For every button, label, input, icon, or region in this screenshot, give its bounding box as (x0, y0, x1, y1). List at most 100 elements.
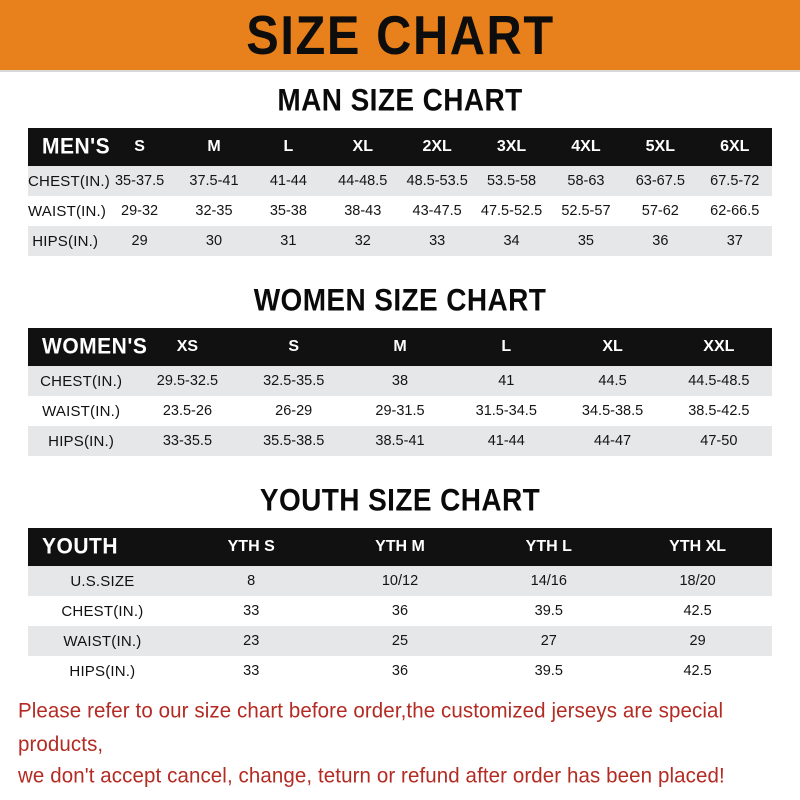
youth-section-title: YOUTH SIZE CHART (259, 481, 541, 518)
footer-line-2: we don't accept cancel, change, teturn o… (18, 762, 725, 788)
women-chest-s: 32.5-35.5 (263, 373, 325, 389)
men-row-label-hips: HIPS(IN.) (32, 232, 99, 250)
youth-table-body: U.S.SIZE 8 10/12 14/16 18/20 CHEST(IN.) … (28, 566, 772, 686)
youth-hips-m: 36 (391, 663, 409, 679)
youth-waist-l: 27 (540, 633, 557, 649)
women-hips-l: 41-44 (487, 433, 525, 449)
table-row: WAIST(IN.) 29-32 32-35 35-38 38-43 43-47… (28, 196, 772, 226)
women-col-l: L (501, 338, 512, 355)
men-col-5xl: 5XL (645, 138, 675, 155)
page-banner: SIZE CHART (0, 0, 800, 72)
men-chest-6xl: 67.5-72 (710, 173, 760, 189)
women-chest-m: 38 (391, 373, 409, 389)
men-waist-s: 29-32 (121, 203, 159, 219)
women-col-s: S (288, 338, 300, 355)
men-chest-xl: 44-48.5 (338, 173, 388, 189)
women-chest-l: 41 (498, 373, 515, 389)
footer-line-1: Please refer to our size chart before or… (18, 698, 724, 757)
women-col-xs: XS (176, 338, 199, 355)
youth-header-row: YOUTH YTH S YTH M YTH L YTH XL (28, 528, 772, 566)
women-chest-xxl: 44.5-48.5 (688, 373, 750, 389)
table-row: CHEST(IN.) 33 36 39.5 42.5 (28, 596, 772, 626)
youth-col-xl: YTH XL (669, 538, 727, 555)
youth-ussize-l: 14/16 (530, 573, 567, 589)
women-header-row: WOMEN'S XS S M L XL XXL (28, 328, 772, 366)
men-chest-3xl: 53.5-58 (486, 173, 537, 189)
youth-row-label-chest: CHEST(IN.) (61, 602, 144, 620)
women-waist-xl: 34.5-38.5 (581, 403, 644, 419)
women-col-xl: XL (602, 338, 623, 355)
men-col-6xl: 6XL (720, 138, 750, 155)
men-waist-5xl: 57-62 (641, 203, 679, 219)
women-hips-s: 35.5-38.5 (263, 433, 325, 449)
men-waist-2xl: 43-47.5 (412, 203, 462, 219)
men-row-label-header: MEN'S (42, 134, 111, 159)
men-header-row: MEN'S S M L XL 2XL 3XL 4XL 5XL 6XL (28, 128, 772, 166)
youth-chest-s: 33 (243, 603, 260, 619)
youth-ussize-xl: 18/20 (679, 573, 716, 589)
youth-hips-xl: 42.5 (683, 663, 712, 679)
men-col-s: S (134, 138, 145, 155)
women-waist-s: 26-29 (275, 403, 313, 419)
men-hips-4xl: 35 (577, 233, 594, 249)
youth-hips-l: 39.5 (534, 663, 563, 679)
youth-waist-m: 25 (391, 633, 409, 649)
youth-size-table: YOUTH YTH S YTH M YTH L YTH XL U.S.SIZE … (28, 528, 772, 686)
youth-chest-l: 39.5 (534, 603, 563, 619)
women-table-body: CHEST(IN.) 29.5-32.5 32.5-35.5 38 41 44.… (28, 366, 772, 456)
youth-row-label-waist: WAIST(IN.) (63, 632, 142, 650)
women-chest-xl: 44.5 (598, 373, 627, 389)
men-chest-s: 35-37.5 (114, 173, 165, 189)
men-hips-m: 30 (205, 233, 223, 249)
men-waist-4xl: 52.5-57 (561, 203, 611, 219)
women-hips-xs: 33-35.5 (162, 433, 213, 449)
women-hips-m: 38.5-41 (375, 433, 425, 449)
youth-row-label-us-size: U.S.SIZE (70, 572, 135, 590)
youth-ussize-s: 8 (247, 573, 256, 589)
youth-chest-m: 36 (391, 603, 409, 619)
men-hips-5xl: 36 (652, 233, 669, 249)
women-waist-m: 29-31.5 (375, 403, 425, 419)
page-title: SIZE CHART (245, 4, 555, 66)
women-waist-l: 31.5-34.5 (475, 403, 537, 419)
men-chest-4xl: 58-63 (567, 173, 605, 189)
table-row: WAIST(IN.) 23 25 27 29 (28, 626, 772, 656)
men-col-l: L (283, 138, 294, 155)
women-row-label-header: WOMEN'S (42, 334, 148, 359)
men-hips-6xl: 37 (726, 233, 743, 249)
youth-ussize-m: 10/12 (381, 573, 419, 589)
table-row: HIPS(IN.) 33 36 39.5 42.5 (28, 656, 772, 686)
men-table-head: MEN'S S M L XL 2XL 3XL 4XL 5XL 6XL (28, 128, 772, 166)
women-section-title: WOMEN SIZE CHART (253, 281, 547, 318)
youth-hips-s: 33 (243, 663, 260, 679)
table-row: CHEST(IN.) 29.5-32.5 32.5-35.5 38 41 44.… (28, 366, 772, 396)
men-waist-l: 35-38 (269, 203, 307, 219)
youth-row-label-header: YOUTH (42, 534, 118, 559)
women-row-label-chest: CHEST(IN.) (40, 372, 123, 390)
table-row: WAIST(IN.) 23.5-26 26-29 29-31.5 31.5-34… (28, 396, 772, 426)
youth-col-m: YTH M (375, 538, 425, 555)
men-waist-6xl: 62-66.5 (710, 203, 760, 219)
men-chest-5xl: 63-67.5 (635, 173, 685, 189)
youth-chest-xl: 42.5 (683, 603, 712, 619)
women-chart-block: WOMEN'S XS S M L XL XXL CHEST(IN.) 29.5-… (0, 328, 800, 456)
men-waist-m: 32-35 (195, 203, 233, 219)
men-col-2xl: 2XL (422, 138, 452, 155)
youth-table-head: YOUTH YTH S YTH M YTH L YTH XL (28, 528, 772, 566)
table-row: U.S.SIZE 8 10/12 14/16 18/20 (28, 566, 772, 596)
men-hips-3xl: 34 (503, 233, 520, 249)
men-chest-m: 37.5-41 (189, 173, 239, 189)
youth-row-label-hips: HIPS(IN.) (69, 662, 136, 680)
youth-chart-block: YOUTH YTH S YTH M YTH L YTH XL U.S.SIZE … (0, 528, 800, 686)
youth-col-s: YTH S (227, 538, 275, 555)
men-hips-l: 31 (280, 233, 297, 249)
youth-waist-xl: 29 (689, 633, 706, 649)
men-col-3xl: 3XL (496, 138, 527, 155)
women-chest-xs: 29.5-32.5 (156, 373, 219, 389)
women-hips-xxl: 47-50 (700, 433, 738, 449)
table-row: HIPS(IN.) 29 30 31 32 33 34 35 36 37 (28, 226, 772, 256)
youth-waist-s: 23 (243, 633, 260, 649)
men-section-title: MAN SIZE CHART (277, 81, 523, 118)
men-waist-3xl: 47.5-52.5 (480, 203, 543, 219)
